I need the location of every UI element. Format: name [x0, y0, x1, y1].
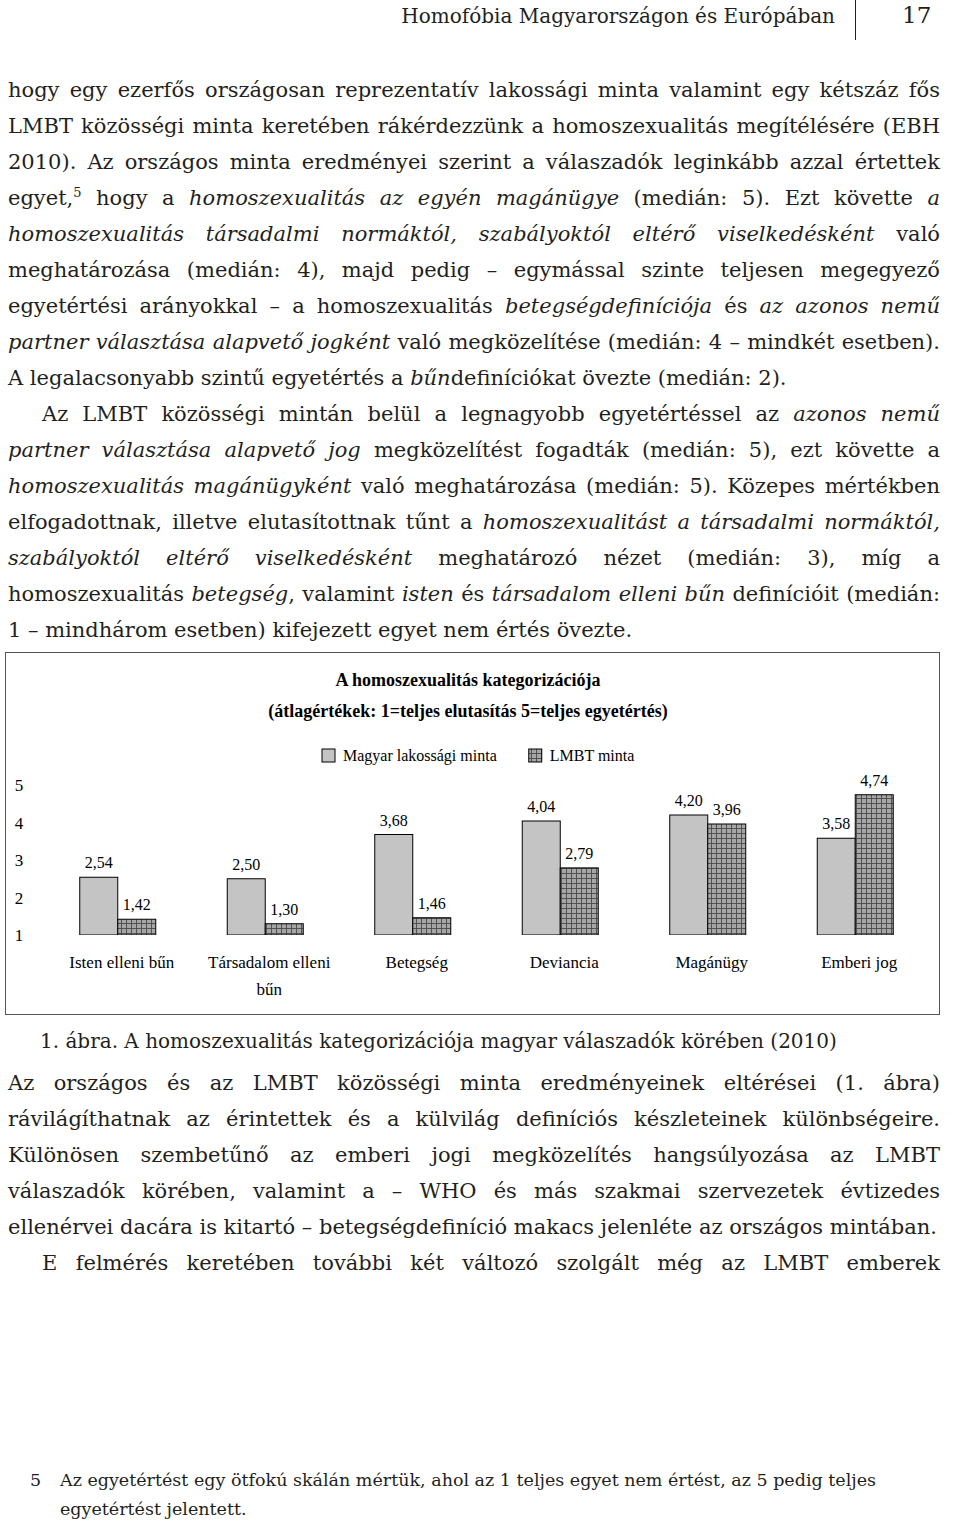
category-label: Deviancia [530, 953, 599, 972]
data-label: 3,96 [713, 801, 741, 818]
text-run: és [712, 294, 759, 318]
legend-label: LMBT minta [550, 747, 635, 764]
footnote-ref: 5 [73, 185, 81, 200]
legend-swatch [322, 749, 335, 762]
paragraph: hogy egy ezerfős országosan reprezentatí… [8, 72, 940, 396]
data-label: 3,68 [380, 812, 408, 829]
italic-run: isten [402, 582, 454, 606]
paragraph: Az LMBT közösségi mintán belül a legnagy… [8, 396, 940, 648]
chart-title: A homoszexualitás kategorizációja [336, 670, 601, 690]
italic-run: betegségdefiníciója [505, 294, 712, 318]
text-run: definíciókat övezte (medián: 2). [451, 366, 787, 390]
bar [560, 868, 598, 935]
bar [708, 824, 746, 935]
data-label: 1,46 [418, 895, 446, 912]
chart-subtitle: (átlagértékek: 1=teljes elutasítás 5=tel… [268, 701, 667, 722]
legend: Magyar lakossági minta LMBT minta [322, 747, 634, 765]
label-line: bűn [257, 980, 283, 999]
italic-run: homoszexualitás az egyén magánügye [189, 186, 619, 210]
running-head: Homofóbia Magyarországon és Európában [401, 2, 835, 30]
bar [118, 919, 156, 935]
italic-run: társadalom elleni bűn [492, 582, 725, 606]
bar [375, 835, 413, 936]
legend-swatch [529, 749, 542, 762]
bar [522, 821, 560, 935]
y-tick-label: 4 [15, 814, 24, 833]
category-label: Isten elleni bűn [69, 953, 174, 972]
text-run: megközelítést fogadták (medián: 5), ezt … [361, 438, 940, 462]
y-tick-label: 5 [15, 776, 24, 795]
category-label: Magánügy [675, 953, 748, 972]
chart: A homoszexualitás kategorizációja (átlagé… [6, 653, 938, 1013]
bar [80, 877, 118, 935]
bar [265, 924, 303, 935]
data-label: 4,04 [527, 798, 555, 815]
italic-run: homoszexualitás magánügyként [8, 474, 351, 498]
italic-run: betegség [191, 582, 288, 606]
label-line: Társadalom elleni [208, 953, 331, 972]
data-label: 3,58 [822, 815, 850, 832]
footnote-mark: 5 [30, 1466, 41, 1495]
paragraph: Az országos és az LMBT közösségi minta e… [8, 1065, 940, 1245]
bar [227, 879, 265, 935]
text-run: (medián: 5). Ezt követte [619, 186, 927, 210]
category-label: Társadalom elleni bűn [208, 953, 331, 999]
text-run: hogy a [82, 186, 190, 210]
category-label: Betegség [386, 953, 449, 972]
bars [80, 795, 894, 935]
italic-run: bűn [410, 366, 451, 390]
footnote-text: Az egyetértést egy ötfokú skálán mértük,… [60, 1466, 940, 1523]
data-label: 2,79 [565, 845, 593, 862]
bar [413, 918, 451, 935]
text-run: E felmérés keretében további két változó… [42, 1251, 940, 1275]
page-number: 17 [902, 0, 931, 30]
bar [855, 795, 893, 935]
legend-label: Magyar lakossági minta [343, 747, 497, 765]
body-text: hogy egy ezerfős országosan reprezentatí… [8, 72, 940, 1281]
data-label: 2,54 [85, 854, 113, 871]
category-label: Emberi jog [821, 953, 898, 972]
data-labels: 2,54 2,50 3,68 4,04 4,20 3,58 1,42 1,30 1,46 2,79… [85, 772, 889, 918]
figure-caption: 1. ábra. A homoszexualitás kategorizáció… [40, 1023, 940, 1059]
y-tick-label: 1 [15, 926, 24, 945]
figure-frame: A homoszexualitás kategorizációja (átlagé… [5, 652, 940, 1015]
text-run: , valamint [288, 582, 402, 606]
data-label: 1,30 [270, 901, 298, 918]
footnote: 5 Az egyetértést egy ötfokú skálán mértük… [30, 1466, 940, 1523]
y-tick-label: 2 [15, 889, 24, 908]
header-rule [855, 0, 856, 40]
text-run: Az országos és az LMBT közösségi minta e… [8, 1071, 940, 1239]
text-run: Az LMBT közösségi mintán belül a legnagy… [42, 402, 793, 426]
text-run: és [454, 582, 492, 606]
bar [670, 815, 708, 935]
y-tick-label: 3 [15, 851, 24, 870]
data-label: 1,42 [123, 896, 151, 913]
data-label: 4,20 [675, 792, 703, 809]
data-label: 2,50 [232, 856, 260, 873]
paragraph: E felmérés keretében további két változó… [8, 1245, 940, 1281]
data-label: 4,74 [860, 772, 888, 789]
bar [817, 838, 855, 935]
